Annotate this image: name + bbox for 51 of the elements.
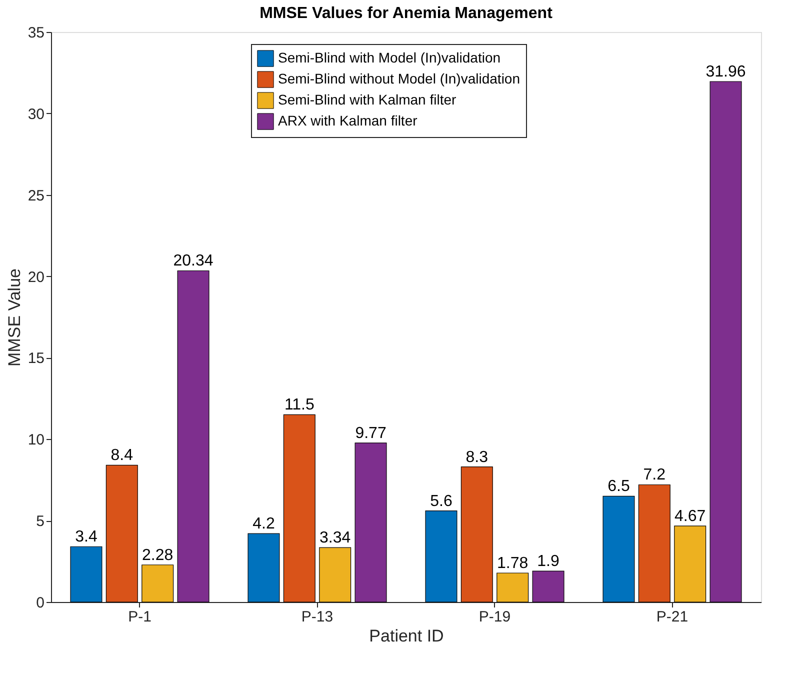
bar xyxy=(460,466,493,602)
data-label: 7.2 xyxy=(643,466,666,484)
x-tick-label: P-21 xyxy=(656,608,688,626)
bar xyxy=(106,464,138,602)
bar xyxy=(638,484,670,602)
data-label: 31.96 xyxy=(706,64,746,81)
x-axis-title: Patient ID xyxy=(369,626,444,646)
data-label: 6.5 xyxy=(608,478,630,496)
data-label: 3.4 xyxy=(75,528,98,546)
data-label: 1.9 xyxy=(537,553,560,570)
data-label: 8.3 xyxy=(466,448,488,466)
bar xyxy=(532,570,564,602)
bar xyxy=(354,442,387,602)
y-tick-label: 35 xyxy=(28,24,44,42)
bar xyxy=(177,270,210,602)
y-tick-label: 0 xyxy=(36,594,44,612)
y-tick-label: 5 xyxy=(36,513,44,530)
bar xyxy=(425,510,458,602)
legend-label: Semi-Blind without Model (In)validation xyxy=(278,70,520,86)
y-tick-label: 30 xyxy=(28,106,44,123)
bar xyxy=(710,81,742,602)
x-tick-label: P-13 xyxy=(301,608,334,626)
bar xyxy=(319,547,352,602)
bar xyxy=(602,496,635,602)
y-tick-label: 15 xyxy=(28,350,44,368)
data-label: 11.5 xyxy=(284,396,314,414)
bar xyxy=(496,572,529,602)
bar xyxy=(248,533,280,602)
x-tick-label: P-1 xyxy=(128,608,152,626)
data-label: 4.67 xyxy=(674,508,706,525)
bar xyxy=(674,526,706,602)
data-label: 4.2 xyxy=(252,516,275,533)
data-label: 5.6 xyxy=(430,492,452,510)
y-axis-title: MMSE Value xyxy=(4,268,24,366)
y-tick-label: 20 xyxy=(28,268,44,286)
data-label: 1.78 xyxy=(497,555,528,572)
data-label: 3.34 xyxy=(320,530,351,547)
y-tick-label: 25 xyxy=(28,187,44,204)
bar xyxy=(142,564,174,602)
data-label: 9.77 xyxy=(355,424,386,442)
data-label: 8.4 xyxy=(110,447,134,464)
data-label: 2.28 xyxy=(142,546,174,564)
legend-label: Semi-Blind with Kalman filter xyxy=(278,92,457,108)
bar xyxy=(283,414,316,602)
y-tick-label: 10 xyxy=(28,432,44,449)
chart-title: MMSE Values for Anemia Management xyxy=(260,5,554,22)
legend-label: Semi-Blind with Model (In)validation xyxy=(278,50,501,66)
legend-label: ARX with Kalman filter xyxy=(278,112,418,128)
bar xyxy=(70,546,102,602)
x-tick-label: P-19 xyxy=(478,608,511,626)
data-label: 20.34 xyxy=(173,252,214,270)
